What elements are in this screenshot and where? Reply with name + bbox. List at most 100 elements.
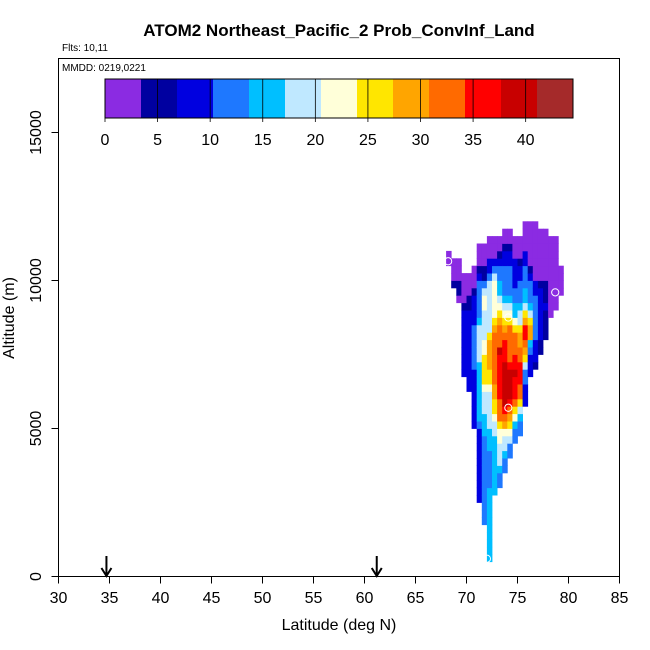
heat-cell	[532, 221, 539, 230]
heat-cell	[492, 265, 498, 274]
heat-cell	[492, 280, 498, 289]
heat-cell	[492, 287, 498, 296]
heat-cell	[497, 258, 503, 267]
heat-cell	[522, 280, 529, 289]
heat-cell	[471, 302, 478, 311]
heat-cell	[512, 273, 518, 281]
heat-cell	[492, 472, 498, 481]
heat-cell	[517, 265, 523, 274]
heat-cell	[502, 287, 508, 296]
flight-marker-arrow	[100, 556, 113, 578]
heat-cell	[553, 295, 559, 304]
heat-cell	[502, 465, 508, 474]
heat-cell	[517, 391, 523, 400]
heat-cell	[497, 280, 503, 289]
heat-cell	[527, 280, 534, 289]
heat-cell	[481, 472, 488, 481]
heat-cell	[466, 332, 472, 341]
heat-cell	[492, 361, 498, 370]
colorbar-segment	[285, 79, 322, 118]
x-tick-label: 45	[203, 590, 221, 607]
heat-cell	[537, 347, 544, 355]
heat-cell	[492, 236, 498, 244]
heat-cell	[527, 339, 534, 348]
mean-point	[504, 403, 513, 412]
heat-cell	[507, 228, 513, 237]
heat-cell	[517, 243, 523, 252]
colorbar-segment	[429, 79, 466, 118]
heat-cell	[522, 384, 529, 392]
heat-cell	[451, 273, 457, 281]
heat-cell	[476, 347, 483, 355]
heat-cell	[497, 250, 503, 259]
heat-cell	[497, 361, 503, 370]
heat-cell	[486, 539, 493, 548]
colorbar: 0 5 10 15 20 25 30 35 40	[101, 78, 574, 149]
heat-cell	[537, 258, 544, 267]
heat-cell	[512, 295, 518, 304]
date-note: MMDD: 0219,0221	[62, 63, 146, 74]
heat-cell	[486, 465, 493, 474]
heat-cell	[548, 310, 554, 318]
heat-cell	[507, 443, 513, 452]
heat-cell	[481, 443, 488, 452]
heat-cell	[486, 324, 493, 333]
heat-cell	[476, 495, 483, 503]
heat-cell	[558, 273, 564, 281]
heat-cell	[486, 487, 493, 496]
heat-cell	[466, 384, 472, 392]
heat-cell	[471, 265, 478, 274]
heat-cell	[471, 421, 478, 429]
heat-cell	[486, 250, 493, 259]
heat-cell	[502, 384, 508, 392]
heat-cell	[476, 435, 483, 444]
heat-cell	[502, 310, 508, 318]
heat-cell	[558, 280, 564, 289]
heat-cell	[481, 317, 488, 326]
heat-cell	[486, 384, 493, 392]
y-tick-label: 5000	[28, 411, 45, 447]
colorbar-tick-label: 10	[201, 132, 219, 149]
heat-cell	[466, 354, 472, 363]
heat-cell	[512, 428, 518, 437]
colorbar-segment	[393, 79, 430, 118]
heat-cell	[502, 324, 508, 333]
heat-cell	[492, 369, 498, 378]
heat-cell	[476, 450, 483, 459]
heat-cell	[502, 280, 508, 289]
heat-cell	[507, 376, 513, 385]
heat-cell	[456, 280, 462, 289]
heat-cell	[512, 361, 518, 370]
heat-cell	[517, 317, 523, 326]
heat-cell	[522, 228, 529, 237]
heat-cell	[512, 354, 518, 363]
heat-cell	[481, 517, 488, 526]
heat-cell	[492, 487, 498, 496]
heat-cell	[481, 428, 488, 437]
heat-cell	[502, 302, 508, 311]
heat-cell	[527, 243, 534, 252]
heat-cell	[522, 347, 529, 355]
heat-cell	[471, 295, 478, 304]
heat-cell	[537, 324, 544, 333]
heat-cell	[517, 310, 523, 318]
heat-cell	[537, 250, 544, 259]
heat-cell	[476, 310, 483, 318]
heat-cell	[497, 324, 503, 333]
colorbar-tick-label: 40	[517, 132, 535, 149]
heat-cell	[507, 265, 513, 274]
heat-cell	[476, 273, 483, 281]
heat-cell	[476, 302, 483, 311]
heat-cell	[471, 369, 478, 378]
heat-cell	[507, 317, 513, 326]
heat-cell	[553, 273, 559, 281]
colorbar-segment	[537, 79, 574, 118]
heat-cell	[471, 324, 478, 333]
heat-cell	[471, 339, 478, 348]
heat-cell	[476, 265, 483, 274]
heat-cell	[476, 384, 483, 392]
heat-cell	[486, 310, 493, 318]
heat-cell	[481, 391, 488, 400]
heat-cell	[481, 280, 488, 289]
